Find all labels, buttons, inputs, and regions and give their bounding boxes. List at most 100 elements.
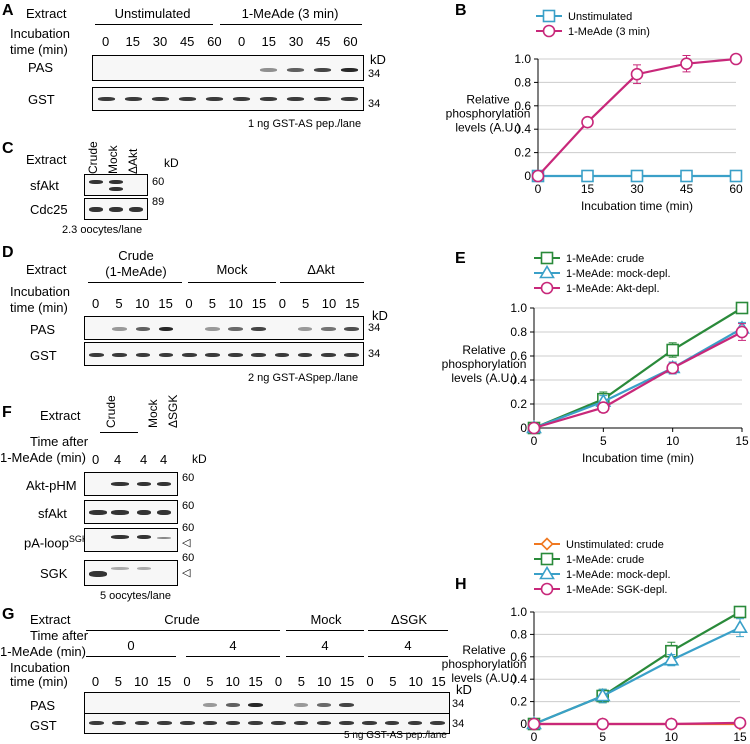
x-tick-label: 0 [531, 730, 538, 744]
lane-time: 0 [91, 674, 100, 689]
kd-60-f3: 60 [182, 522, 195, 534]
lane-time: 15 [345, 296, 360, 311]
kd-60-f2: 60 [182, 500, 195, 512]
blot-band [362, 721, 377, 725]
lane-time: 10 [321, 296, 337, 311]
legend-label: 1-MeAde: Akt-depl. [566, 283, 660, 295]
lane-mock-c: Mock [106, 145, 120, 174]
after-mead-label: 1-MeAde (min) [0, 450, 86, 465]
y-axis-label: Relative [462, 343, 506, 357]
marker-square [735, 301, 749, 315]
chart-h: Unstimulated: crude 1-MeAde: crude 1-MeAde… [442, 537, 748, 744]
kd-89-c: 89 [152, 196, 165, 208]
lane-time: 0 [274, 674, 283, 689]
x-tick-label: 5 [599, 730, 606, 744]
g-after-2: 4 [321, 638, 329, 653]
x-tick-label: 15 [733, 730, 747, 744]
y-tick-label: 0.2 [510, 695, 527, 709]
blot-band [158, 353, 174, 357]
blot-band [430, 721, 445, 725]
paloop-sup: SGK [68, 534, 88, 544]
lane-time: 30 [152, 34, 168, 49]
blot-gst-g [84, 714, 450, 734]
marker-triangle [594, 687, 611, 702]
kd-label-g: kD [456, 682, 472, 697]
marker-square [542, 9, 556, 23]
blot-band [232, 97, 251, 101]
row-label-pas-d: PAS [30, 322, 56, 337]
blot-band [248, 703, 263, 707]
blot-band [124, 97, 143, 101]
blot-band [89, 721, 104, 725]
blot-band [313, 97, 332, 101]
panel-label-g: G [2, 606, 15, 623]
extract-label-f: Extract [40, 408, 81, 423]
y-tick-label: 0.8 [510, 325, 527, 339]
blot-band [320, 327, 336, 331]
blot-band [112, 327, 128, 331]
blot-paloop [84, 528, 178, 552]
marker-triangle [539, 565, 555, 580]
series-line [533, 327, 743, 430]
lane-crude-f: Crude [104, 395, 118, 428]
lane-time: 10 [135, 296, 150, 311]
panel-label-b: B [455, 2, 467, 19]
marker-square [680, 169, 693, 183]
extract-label-g: Extract [30, 612, 71, 627]
lane-time: 15 [251, 296, 267, 311]
panel-label-f: F [2, 404, 12, 421]
blot-band [293, 721, 309, 725]
group-crude-d-sub: (1-MeAde) [105, 264, 167, 279]
blot-band [205, 97, 224, 101]
group-dakt-d: ΔAkt [307, 262, 335, 277]
blot-band [339, 721, 354, 725]
x-tick-label: 10 [666, 434, 680, 448]
y-axis-label: Relative [466, 93, 510, 107]
blot-band [316, 703, 332, 707]
lane-time: 5 [389, 674, 397, 689]
legend-label: Unstimulated [568, 11, 632, 23]
lane-time: 5 [297, 674, 305, 689]
blot-band [297, 353, 313, 357]
lane-time: 15 [156, 674, 172, 689]
x-tick-label: 0 [535, 182, 542, 196]
row-label-sfakt-f: sfAkt [38, 506, 67, 521]
blot-band [313, 68, 332, 72]
lane-mock-f: Mock [146, 399, 160, 428]
lane-time: 10 [228, 296, 243, 311]
incubation-label-d: Incubation [10, 284, 70, 299]
kd-label-a: kD [370, 52, 386, 67]
panel-label-d: D [2, 244, 14, 261]
marker-circle [527, 421, 541, 435]
lane-time: 10 [408, 674, 423, 689]
marker-square [729, 169, 743, 183]
arrow-sgk-icon: ◁ [182, 567, 191, 579]
legend-label: Unstimulated: crude [566, 539, 664, 551]
blot-band [407, 721, 423, 725]
y-tick-label: 0.4 [514, 122, 531, 136]
group-mock-d: Mock [216, 262, 248, 277]
marker-circle [542, 24, 556, 38]
x-axis-label: Incubation time (min) [581, 199, 693, 213]
marker-circle [630, 67, 644, 81]
blot-band [339, 703, 354, 707]
blot-band [251, 327, 267, 331]
x-tick-label: 30 [630, 182, 644, 196]
blot-band [225, 703, 241, 707]
marker-square [733, 605, 747, 619]
lane-time: 60 [207, 34, 222, 49]
y-axis-label: levels (A.U.) [455, 121, 520, 135]
blot-sfakt-f [84, 500, 178, 524]
lane-time: 0 [183, 674, 191, 689]
y-tick-label: 0.6 [514, 99, 531, 113]
y-tick-label: 0.6 [510, 349, 527, 363]
y-axis-label: levels (A.U.) [451, 671, 516, 685]
incubation-label-g: Incubation [10, 660, 70, 675]
kd-34-gst: 34 [368, 98, 381, 110]
lane-time: 0 [366, 674, 374, 689]
group-label-unstimulated: Unstimulated [114, 6, 191, 21]
marker-circle [729, 52, 743, 66]
row-label-pas-g: PAS [30, 698, 56, 713]
group-crude-g: Crude [164, 612, 200, 627]
kd-label-c: kD [164, 156, 179, 170]
